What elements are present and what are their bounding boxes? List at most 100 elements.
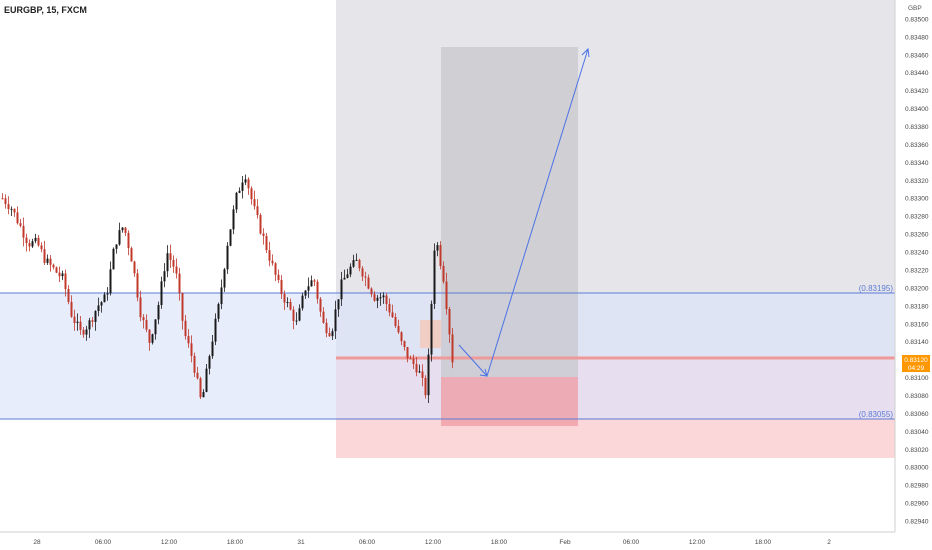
candle-body <box>340 279 343 300</box>
price-tick-label: 0.83080 <box>905 393 929 400</box>
lower-level-label: (0.83055) <box>859 410 894 419</box>
candle-body <box>214 318 217 342</box>
candle-body <box>316 281 319 299</box>
candle-body <box>13 208 16 213</box>
candle-body <box>187 336 190 344</box>
candle-body <box>289 302 292 310</box>
candle-body <box>313 280 316 282</box>
candle-body <box>112 248 115 270</box>
candle-body <box>349 266 352 275</box>
candle-body <box>7 204 10 209</box>
candle-body <box>331 331 334 337</box>
candle-body <box>139 297 142 318</box>
time-tick-label: 06:00 <box>623 539 640 546</box>
price-tick-label: 0.83400 <box>905 106 929 113</box>
price-tick-label: 0.83380 <box>905 124 929 131</box>
candle-body <box>22 225 25 238</box>
price-tick-label: 0.83280 <box>905 214 929 221</box>
price-tick-label: 0.83100 <box>905 375 929 382</box>
candle-body <box>124 227 127 233</box>
target-arrow <box>486 48 589 377</box>
candle-body <box>412 358 415 365</box>
candle-body <box>424 377 427 396</box>
candle-body <box>43 249 46 263</box>
candles-group <box>1 174 454 403</box>
price-tick-label: 0.83320 <box>905 178 929 185</box>
candle-body <box>421 371 424 378</box>
candle-body <box>4 198 7 205</box>
candle-body <box>25 237 28 244</box>
candle-body <box>79 321 82 330</box>
candle-body <box>427 354 430 396</box>
price-tick-label: 0.83040 <box>905 429 929 436</box>
candle-body <box>160 281 163 306</box>
candle-body <box>208 356 211 369</box>
candle-body <box>1 198 4 200</box>
candle-body <box>250 188 253 200</box>
time-tick-label: 2 <box>827 539 831 546</box>
candle-body <box>190 343 193 356</box>
candle-body <box>115 244 118 249</box>
price-axis[interactable] <box>895 0 932 532</box>
time-axis[interactable] <box>0 532 895 550</box>
candle-body <box>172 259 175 267</box>
candle-body <box>97 305 100 312</box>
candle-countdown: 04:29 <box>908 365 925 372</box>
candle-body <box>103 294 106 303</box>
price-tick-label: 0.82940 <box>905 519 929 526</box>
candle-body <box>361 268 364 277</box>
candle-body <box>445 281 448 310</box>
current-price-value: 0.83120 <box>904 357 928 364</box>
candle-body <box>310 280 313 287</box>
time-tick-label: 18:00 <box>227 539 244 546</box>
candle-body <box>403 341 406 348</box>
candle-body <box>343 277 346 280</box>
candle-body <box>100 302 103 306</box>
candle-body <box>73 316 76 324</box>
candle-body <box>241 182 244 191</box>
candle-body <box>76 321 79 324</box>
candle-body <box>418 371 421 373</box>
candle-body <box>439 245 442 266</box>
price-tick-label: 0.83440 <box>905 70 929 77</box>
candle-body <box>256 206 259 215</box>
candle-body <box>10 208 13 210</box>
price-tick-label: 0.83500 <box>905 16 929 23</box>
candle-body <box>196 372 199 379</box>
candle-body <box>151 334 154 343</box>
currency-label: GBP <box>908 5 922 12</box>
price-tick-label: 0.83260 <box>905 232 929 239</box>
candle-body <box>52 264 55 268</box>
candle-body <box>295 320 298 322</box>
candle-body <box>232 209 235 230</box>
candle-body <box>169 253 172 260</box>
price-tick-label: 0.83220 <box>905 267 929 274</box>
candle-body <box>49 258 52 265</box>
target-arrowhead <box>581 47 590 58</box>
candle-body <box>394 317 397 326</box>
candle-body <box>220 287 223 305</box>
candle-body <box>247 179 250 189</box>
candle-body <box>292 309 295 321</box>
candle-body <box>94 311 97 322</box>
candle-body <box>283 293 286 303</box>
candle-body <box>388 303 391 313</box>
candle-body <box>31 241 34 247</box>
price-tick-label: 0.83020 <box>905 447 929 454</box>
candle-body <box>28 243 31 247</box>
candle-body <box>382 295 385 298</box>
candle-body <box>46 258 49 263</box>
price-tick-label: 0.83060 <box>905 411 929 418</box>
candle-body <box>229 229 232 246</box>
candle-body <box>34 237 37 242</box>
price-tick-label: 0.83480 <box>905 34 929 41</box>
price-tick-label: 0.82960 <box>905 501 929 508</box>
price-tick-label: 0.83200 <box>905 285 929 292</box>
candle-body <box>268 250 271 261</box>
candle-body <box>307 286 310 291</box>
time-tick-label: 06:00 <box>95 539 112 546</box>
candle-body <box>166 253 169 272</box>
candle-body <box>334 309 337 332</box>
candle-body <box>322 311 325 323</box>
